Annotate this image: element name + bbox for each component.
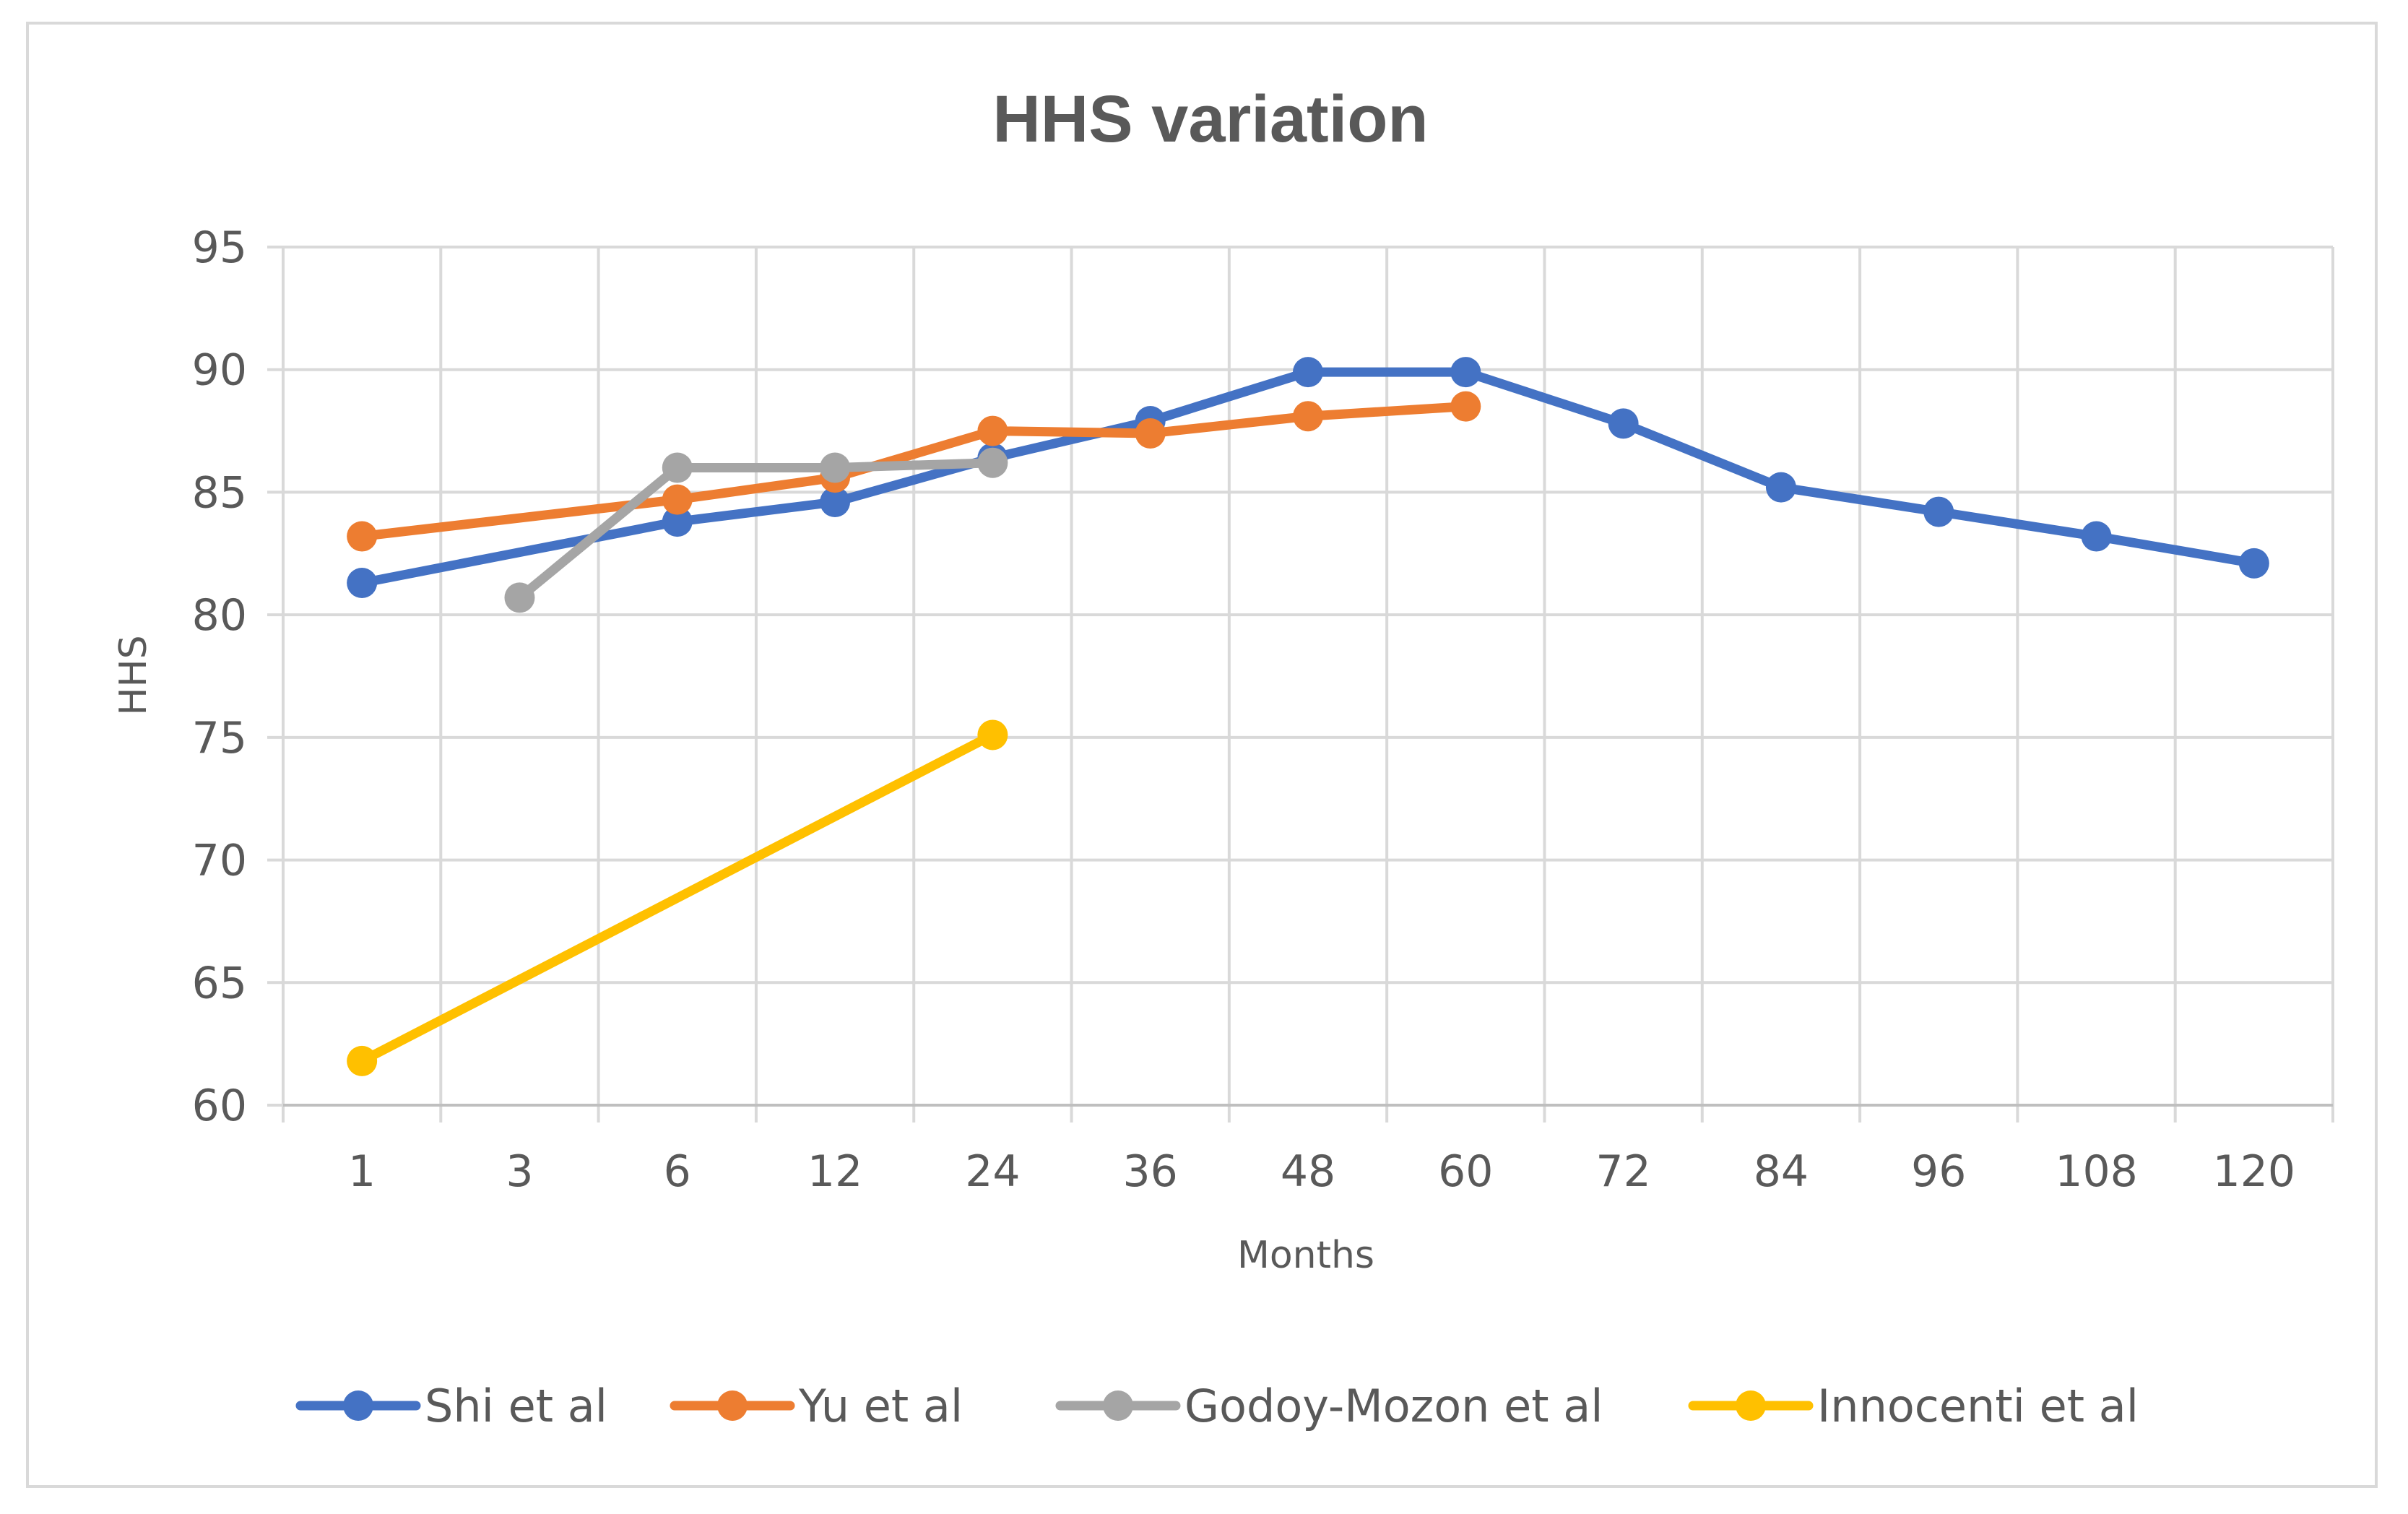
legend-label: Innocenti et al (1817, 1380, 2139, 1432)
data-point (1765, 472, 1796, 503)
x-tick-label: 108 (2055, 1146, 2138, 1197)
x-tick-label: 24 (965, 1146, 1020, 1197)
y-tick-label: 80 (192, 590, 247, 641)
data-point (1293, 357, 1323, 388)
data-point (504, 582, 535, 613)
x-tick-label: 48 (1281, 1146, 1335, 1197)
x-axis-label: Months (1237, 1234, 1374, 1277)
data-point (1450, 391, 1481, 422)
legend-label: Godoy-Mozon et al (1184, 1380, 1603, 1432)
data-point (820, 452, 851, 483)
x-tick-label: 36 (1123, 1146, 1178, 1197)
legend-swatch-marker (343, 1390, 373, 1421)
legend-label: Yu et al (798, 1380, 963, 1432)
legend-item-innocenti-et-al: Innocenti et al (1688, 1380, 2139, 1432)
chart-title: HHS variation (992, 82, 1428, 156)
x-tick-label: 60 (1438, 1146, 1493, 1197)
data-point (977, 447, 1008, 478)
data-point (2238, 548, 2269, 579)
data-point (347, 1045, 378, 1076)
x-tick-label: 84 (1754, 1146, 1809, 1197)
legend-label: Shi et al (425, 1380, 607, 1432)
x-tick-label: 1 (348, 1146, 376, 1197)
data-point (977, 415, 1008, 446)
x-tick-label: 96 (1911, 1146, 1966, 1197)
legend-item-godoy-mozon-et-al: Godoy-Mozon et al (1055, 1380, 1603, 1432)
data-point (820, 487, 851, 518)
y-tick-label: 75 (192, 713, 247, 764)
y-tick-label: 60 (192, 1081, 247, 1131)
y-tick-label: 85 (192, 467, 247, 518)
data-point (1923, 496, 1954, 527)
y-tick-label: 95 (192, 222, 247, 273)
y-axis-label: HHS (112, 635, 155, 715)
legend: Shi et al Yu et al Godoy-Mozon et al Innoce… (295, 1380, 2139, 1432)
x-tick-label: 12 (807, 1146, 862, 1197)
series-godoy-mozon-et-al (504, 447, 1008, 613)
x-tick-label: 120 (2213, 1146, 2296, 1197)
y-tick-label: 70 (192, 836, 247, 886)
legend-swatch-marker (1103, 1390, 1133, 1421)
chart-frame (26, 22, 2378, 1488)
series-line-innocenti-et-al (357, 730, 997, 1066)
series-innocenti-et-al (347, 719, 1008, 1076)
y-tick-label: 90 (192, 345, 247, 396)
legend-item-yu-et-al: Yu et al (670, 1380, 963, 1432)
data-point (1293, 401, 1323, 432)
x-tick-label: 3 (506, 1146, 533, 1197)
y-tick-label: 65 (192, 958, 247, 1008)
data-point (1135, 418, 1166, 449)
series-layer (347, 357, 2269, 1076)
legend-swatch-marker (1736, 1390, 1766, 1421)
data-point (662, 452, 693, 483)
data-point (1608, 408, 1639, 439)
data-point (347, 521, 378, 552)
series-line-shi-et-al (357, 367, 2259, 588)
data-point (662, 484, 693, 515)
x-tick-label: 72 (1595, 1146, 1650, 1197)
data-point (1450, 357, 1481, 388)
legend-swatch-marker (717, 1390, 748, 1421)
data-point (977, 719, 1008, 750)
series-shi-et-al (347, 357, 2269, 599)
x-tick-label: 6 (664, 1146, 691, 1197)
data-point (2081, 521, 2112, 552)
data-point (662, 506, 693, 537)
data-point (347, 568, 378, 599)
series-line-godoy-mozon-et-al (514, 458, 997, 602)
legend-item-shi-et-al: Shi et al (295, 1380, 607, 1432)
